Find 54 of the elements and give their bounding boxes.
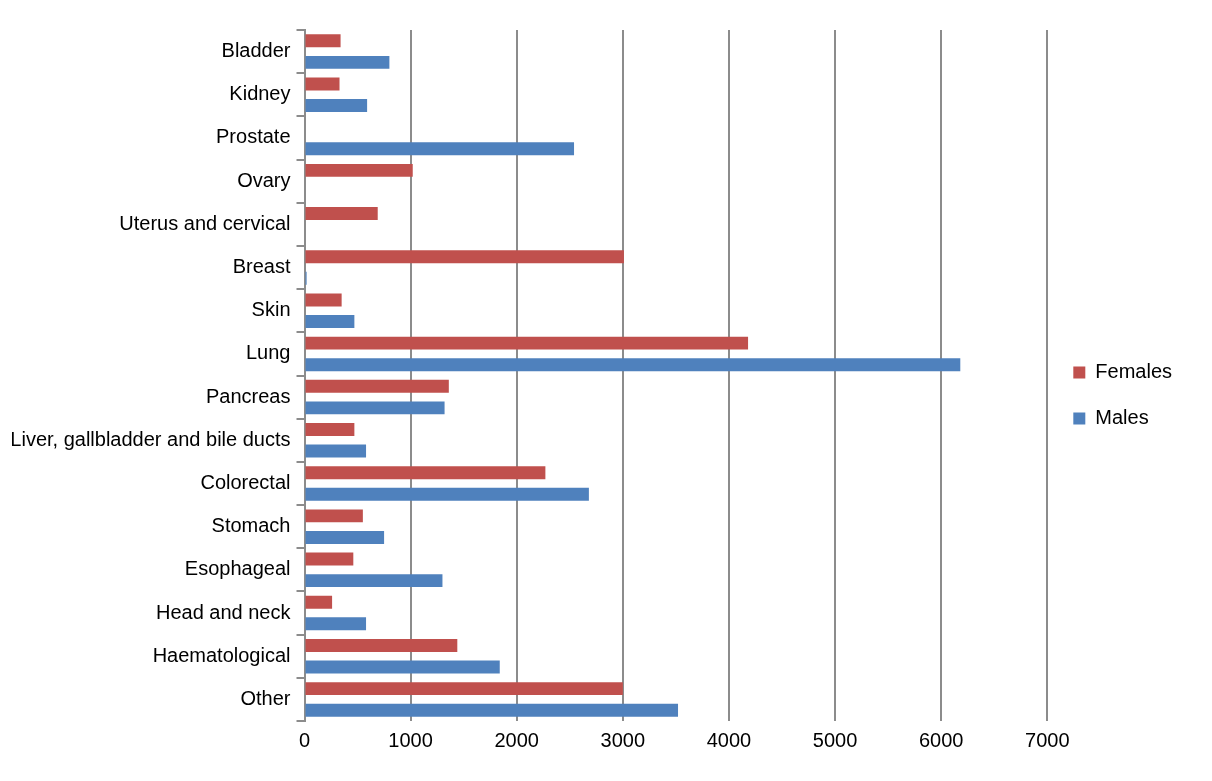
bar (305, 336, 749, 350)
y-tick-label: Skin (251, 298, 291, 321)
y-tick-label: Colorectal (200, 470, 291, 493)
bar (305, 487, 589, 501)
bar (305, 530, 385, 544)
y-tick-label: Liver, gallbladder and bile ducts (10, 427, 291, 450)
bar (305, 552, 354, 566)
bar (305, 207, 378, 221)
x-tick-label: 5000 (812, 728, 858, 751)
x-tick-label: 1000 (388, 728, 433, 751)
bar (305, 99, 368, 113)
bar (305, 315, 355, 328)
x-tick-label: 2000 (494, 728, 539, 751)
y-tick-label: Bladder (221, 39, 291, 62)
bar (305, 358, 961, 372)
bar (305, 703, 679, 717)
y-tick-label: Kidney (229, 82, 291, 105)
bar (305, 55, 390, 69)
bar (305, 660, 500, 674)
bar (305, 595, 333, 609)
y-tick-label: Breast (232, 255, 291, 278)
bar (305, 379, 449, 393)
legend-label: Males (1095, 406, 1149, 429)
bar (305, 682, 623, 696)
y-tick-label: Lung (246, 341, 291, 364)
bar (305, 77, 340, 91)
y-tick-label: Ovary (237, 168, 291, 191)
bar (305, 574, 443, 588)
y-tick-label: Haematological (152, 643, 291, 666)
y-tick-label: Stomach (211, 514, 291, 537)
bar (305, 466, 546, 480)
x-tick-label: 3000 (600, 728, 646, 751)
bar (305, 250, 624, 264)
x-tick-label: 7000 (1025, 728, 1070, 751)
bar (305, 638, 458, 652)
bar (305, 509, 363, 523)
bar (305, 293, 342, 307)
y-tick-label: Esophageal (184, 557, 291, 580)
y-tick-label: Uterus and cervical (119, 211, 291, 234)
x-tick-label: 6000 (918, 728, 964, 751)
bar (305, 423, 355, 436)
bar (305, 163, 413, 177)
bar (305, 34, 341, 48)
bar (305, 617, 367, 631)
y-tick-label: Other (240, 686, 291, 709)
x-tick-label: 4000 (706, 728, 752, 751)
bar (305, 142, 575, 156)
y-tick-label: Head and neck (155, 600, 292, 623)
bar (305, 401, 445, 415)
bar (305, 444, 367, 458)
legend-label: Females (1095, 360, 1173, 383)
x-tick-label: 0 (298, 728, 311, 751)
y-tick-label: Pancreas (206, 384, 291, 407)
y-tick-label: Prostate (216, 125, 291, 148)
